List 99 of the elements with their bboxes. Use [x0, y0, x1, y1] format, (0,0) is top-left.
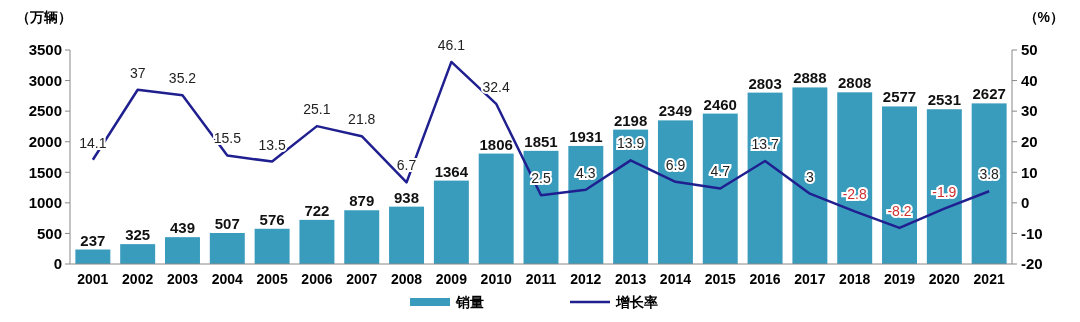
- data-label: 13.7: [751, 135, 779, 152]
- data-label: 4.7: [710, 163, 731, 180]
- x-tick-label: 2001: [77, 271, 109, 287]
- data-label: 2808: [838, 74, 872, 92]
- y2-tick-label: 20: [1021, 132, 1038, 150]
- y-tick-label: 500: [36, 224, 62, 242]
- data-label: 2803: [748, 74, 782, 92]
- bar: [702, 113, 738, 264]
- y2-tick-label: 40: [1021, 71, 1038, 89]
- data-label: 6.9: [665, 156, 686, 173]
- data-label: 879: [349, 192, 375, 210]
- y2-tick-label: 0: [1021, 194, 1030, 212]
- data-label: 3: [805, 168, 814, 185]
- x-tick-label: 2007: [346, 271, 378, 287]
- data-label: 325: [125, 226, 151, 244]
- data-label: 2627: [972, 85, 1006, 103]
- bar: [389, 206, 425, 264]
- y2-tick-label: -20: [1021, 255, 1043, 273]
- data-label: 1806: [479, 135, 513, 153]
- bar: [254, 228, 290, 264]
- x-tick-label: 2019: [883, 271, 916, 287]
- y2-tick-label: -10: [1021, 224, 1043, 242]
- legend-label: 销量: [455, 293, 484, 310]
- bar: [747, 92, 783, 264]
- x-tick-label: 2017: [794, 271, 826, 287]
- data-label: 25.1: [303, 101, 331, 118]
- data-label: 1851: [524, 132, 558, 150]
- y-tick-label: 1000: [28, 194, 62, 212]
- x-tick-label: 2011: [525, 271, 557, 287]
- data-label: 2531: [927, 91, 962, 109]
- x-tick-label: 2008: [390, 271, 423, 287]
- bar: [971, 103, 1007, 264]
- data-label: 2577: [882, 88, 917, 106]
- y-tick-label: 2500: [28, 102, 62, 120]
- data-label: 237: [80, 231, 106, 249]
- data-label: 938: [394, 188, 420, 206]
- data-label: 37: [129, 64, 146, 81]
- bar: [165, 237, 200, 264]
- data-label: 13.5: [258, 136, 286, 153]
- data-label: 507: [214, 215, 240, 232]
- data-label: 32.4: [482, 78, 511, 95]
- bar: [926, 109, 962, 264]
- x-tick-label: 2014: [659, 271, 692, 287]
- bar: [792, 87, 828, 264]
- bar: [837, 92, 873, 264]
- x-tick-label: 2002: [122, 271, 154, 287]
- data-label: -1.9: [932, 183, 957, 200]
- x-tick-label: 2003: [166, 271, 199, 287]
- y-tick-label: 2000: [28, 132, 62, 150]
- x-tick-label: 2009: [435, 271, 468, 287]
- data-label: 15.5: [213, 130, 242, 147]
- data-label: 2460: [703, 95, 737, 113]
- data-label: 13.9: [617, 135, 645, 152]
- data-label: 21.8: [348, 111, 376, 128]
- x-tick-label: 2005: [256, 271, 288, 287]
- data-label: 1931: [569, 127, 603, 145]
- bar: [882, 106, 917, 264]
- x-tick-label: 2020: [928, 271, 961, 287]
- x-tick-label: 2013: [615, 271, 647, 287]
- x-tick-label: 2016: [749, 271, 781, 287]
- data-label: 2888: [793, 69, 827, 87]
- y2-tick-label: 50: [1021, 41, 1038, 59]
- data-label: 1364: [434, 162, 469, 180]
- y-tick-label: 3000: [28, 71, 62, 89]
- y-axis-title: （万辆）: [16, 9, 72, 25]
- data-label: 46.1: [437, 36, 466, 53]
- x-tick-label: 2010: [480, 271, 512, 287]
- bar: [478, 153, 514, 264]
- bar: [75, 249, 111, 264]
- bar: [433, 180, 469, 264]
- data-label: 3.8: [979, 166, 1000, 183]
- data-label: 4.3: [576, 164, 596, 181]
- y2-axis-title: （%）: [1023, 9, 1064, 25]
- bar: [657, 120, 693, 264]
- x-tick-label: 2004: [211, 271, 244, 287]
- bar: [344, 210, 380, 264]
- data-label: 35.2: [168, 70, 197, 87]
- x-tick-label: 2012: [570, 271, 602, 287]
- bar: [568, 145, 604, 264]
- x-tick-label: 2006: [301, 271, 333, 287]
- data-label: 2349: [658, 102, 693, 120]
- bar: [209, 233, 245, 264]
- y-tick-label: 1500: [28, 163, 62, 181]
- x-tick-label: 2021: [973, 271, 1005, 287]
- x-tick-label: 2018: [839, 271, 871, 287]
- data-label: -8.2: [887, 202, 912, 219]
- legend-label: 增长率: [615, 293, 658, 310]
- data-label: -2.8: [842, 186, 867, 203]
- y-tick-label: 3500: [28, 41, 62, 59]
- data-label: 2198: [613, 111, 648, 129]
- x-tick-label: 2015: [704, 271, 737, 287]
- bar: [299, 219, 335, 264]
- y2-tick-label: 10: [1021, 163, 1038, 181]
- data-label: 576: [259, 210, 285, 228]
- bar: [120, 244, 156, 264]
- y-tick-label: 0: [53, 255, 62, 273]
- data-label: 439: [169, 219, 195, 237]
- y2-tick-label: 30: [1021, 102, 1038, 120]
- data-label: 722: [304, 201, 330, 219]
